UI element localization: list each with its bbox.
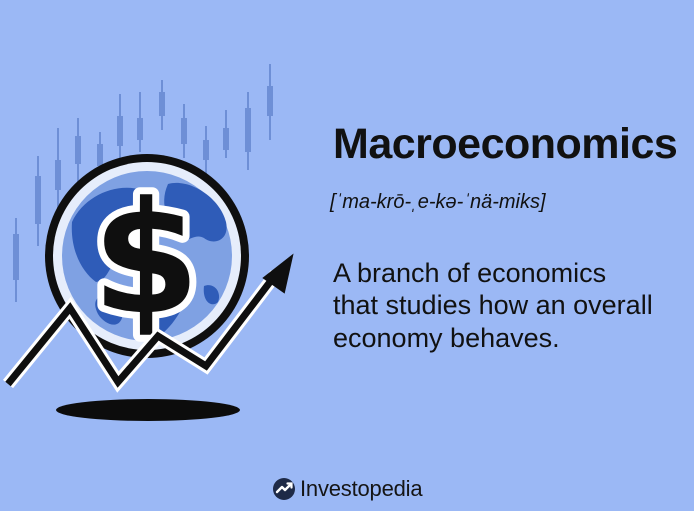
svg-text:$: $: [92, 168, 200, 349]
brand-name[interactable]: Investopedia: [300, 476, 423, 501]
candlestick-chart-icon: [13, 64, 273, 302]
svg-text:$: $: [92, 168, 200, 349]
definition-line: economy behaves.: [333, 322, 560, 353]
brand-footer: Investopedia: [272, 474, 423, 504]
dollar-sign-icon: $ $: [85, 161, 207, 356]
term-title: Macroeconomics: [333, 120, 678, 168]
definition-line: A branch of economics: [333, 258, 607, 288]
shadow-ellipse: [56, 399, 240, 421]
term-definition: A branch of economics that studies how a…: [333, 257, 683, 354]
term-pronunciation: [ˈma-krō-ˌe-kə-ˈnä-miks]: [330, 191, 546, 213]
macroeconomics-illustration: $ $: [2, 64, 294, 421]
globe-icon: [45, 154, 249, 358]
trend-arrow-icon: [2, 253, 294, 393]
definition-line: that studies how an overall: [333, 290, 653, 321]
investopedia-logo-icon: [273, 478, 295, 500]
